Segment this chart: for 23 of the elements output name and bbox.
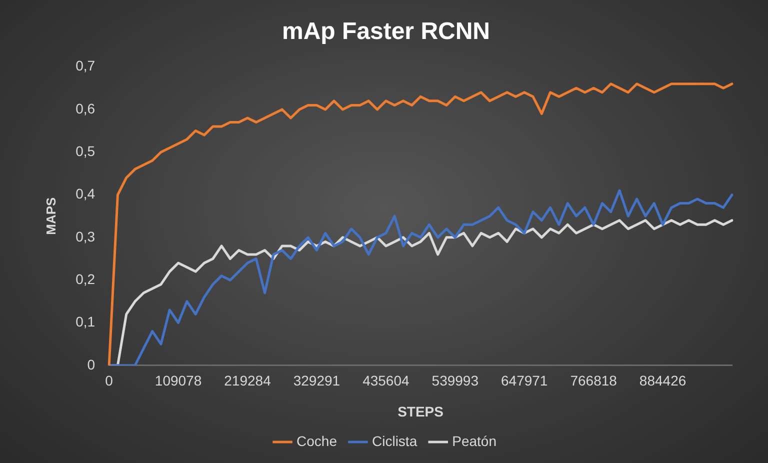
legend-label: Coche bbox=[296, 432, 338, 449]
x-tick-label: 766818 bbox=[570, 372, 618, 389]
x-tick-label: 0 bbox=[105, 372, 114, 389]
y-tick-label: 0,4 bbox=[76, 186, 96, 202]
y-tick-label: 0,3 bbox=[76, 228, 96, 244]
y-tick-label: 0,1 bbox=[76, 314, 96, 330]
x-tick-label: 109078 bbox=[154, 372, 202, 389]
y-tick-label: 0,7 bbox=[76, 58, 96, 74]
x-tick-label: 329291 bbox=[293, 372, 340, 389]
x-axis-title: STEPS bbox=[398, 403, 444, 420]
x-tick-label: 539993 bbox=[432, 372, 479, 389]
y-tick-label: 0,5 bbox=[76, 142, 96, 159]
y-tick-label: 0,2 bbox=[76, 270, 96, 287]
y-tick-label: 0,6 bbox=[76, 100, 96, 116]
x-tick-label: 884426 bbox=[639, 372, 686, 389]
x-tick-label: 219284 bbox=[224, 372, 272, 389]
y-axis-title: MAPS bbox=[43, 196, 58, 235]
y-tick-label: 0 bbox=[87, 356, 96, 372]
chart-title: mAp Faster RCNN bbox=[282, 18, 490, 46]
legend-label: Ciclista bbox=[372, 432, 418, 449]
x-tick-label: 647971 bbox=[500, 372, 548, 389]
legend-label: Peatón bbox=[452, 432, 496, 449]
x-tick-label: 435604 bbox=[362, 372, 410, 389]
